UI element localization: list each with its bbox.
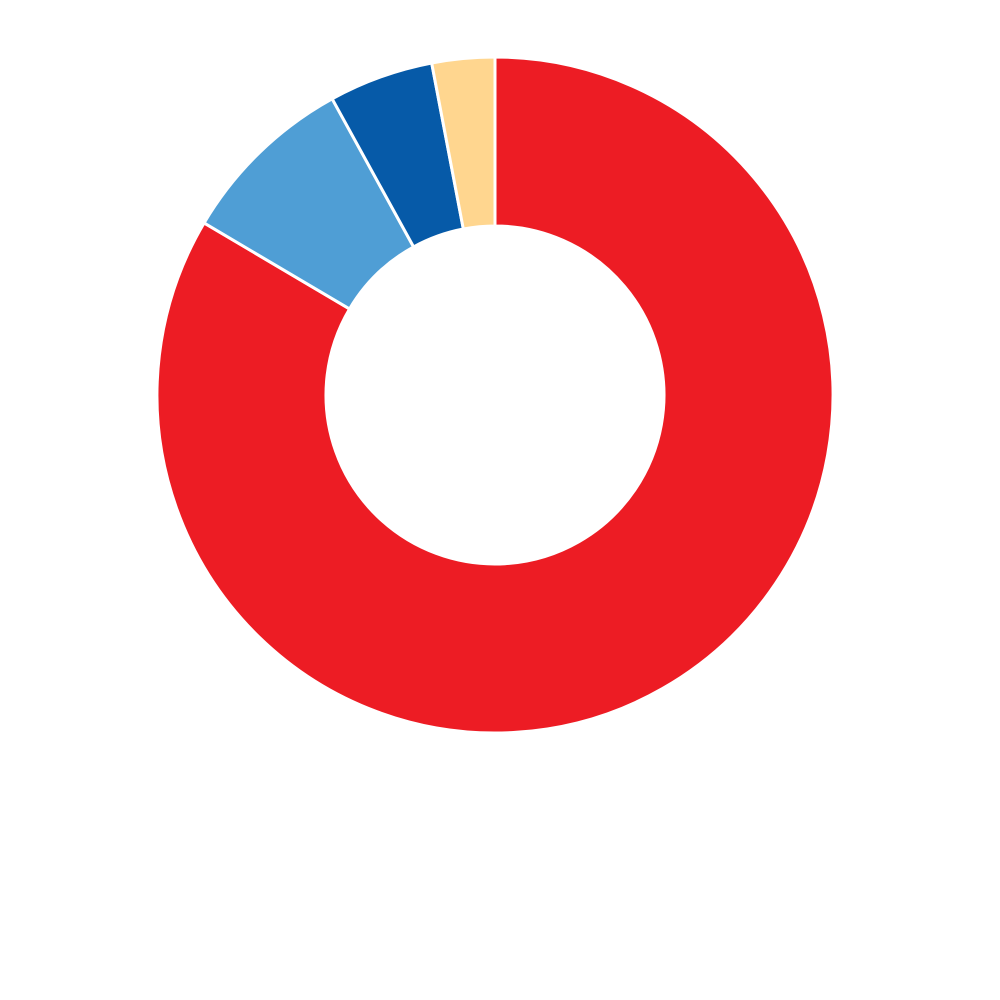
- donut-slice-1: [155, 55, 835, 735]
- donut-slice-4: [429, 55, 497, 231]
- donut-slices: [155, 55, 835, 735]
